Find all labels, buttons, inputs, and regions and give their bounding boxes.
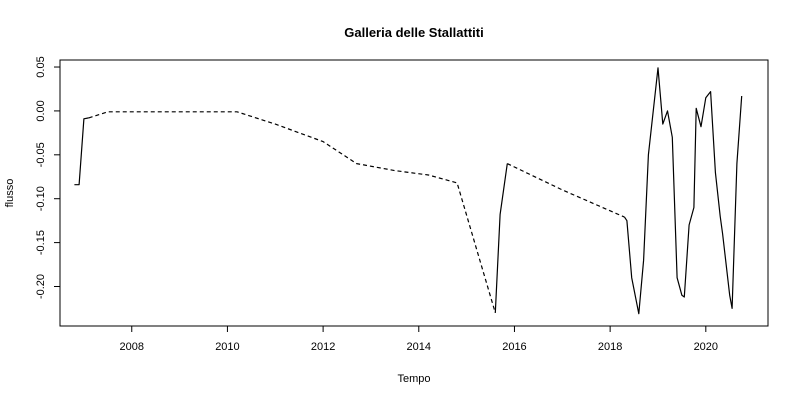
series-flusso xyxy=(74,67,743,315)
series-line-solid xyxy=(624,67,743,315)
y-tick-label: -0.10 xyxy=(35,186,47,211)
y-tick-label: -0.15 xyxy=(35,230,47,255)
y-tick-label: 0.00 xyxy=(35,100,47,121)
y-axis: 0.05 0.00 -0.05 -0.10 -0.15 -0.20 xyxy=(35,56,61,299)
y-tick-label: -0.20 xyxy=(35,274,47,299)
series-line-dashed xyxy=(88,111,496,313)
y-axis-label: flusso xyxy=(4,179,16,208)
x-tick-label: 2010 xyxy=(215,341,239,353)
series-line-solid xyxy=(74,117,89,186)
x-tick-label: 2018 xyxy=(598,341,622,353)
x-axis: 2008 2010 2012 2014 2016 2018 2020 xyxy=(120,325,718,353)
plot-frame xyxy=(59,59,769,327)
y-tick-label: -0.05 xyxy=(35,142,47,167)
x-tick-label: 2020 xyxy=(694,341,718,353)
x-tick-label: 2008 xyxy=(120,341,144,353)
x-tick-label: 2012 xyxy=(311,341,335,353)
x-tick-label: 2016 xyxy=(502,341,526,353)
x-axis-label: Tempo xyxy=(397,373,430,385)
y-tick-label: 0.05 xyxy=(35,56,47,77)
series-line-solid xyxy=(494,163,508,313)
series-line-dashed xyxy=(507,163,625,218)
x-tick-label: 2014 xyxy=(407,341,431,353)
chart-title: Galleria delle Stallattiti xyxy=(344,25,483,40)
